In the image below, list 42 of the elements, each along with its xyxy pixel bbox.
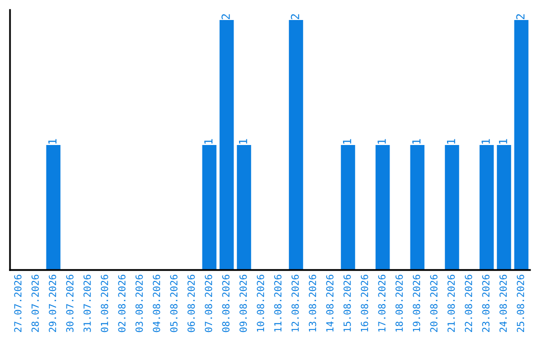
- data-label: 1: [498, 139, 508, 144]
- x-tick-label: 06.08.2026: [187, 274, 195, 332]
- x-tick-label: 01.08.2026: [100, 274, 108, 332]
- data-label: 2: [516, 14, 524, 20]
- x-tick-label: 17.08.2026: [378, 274, 386, 332]
- x-tick-label: 22.08.2026: [464, 274, 472, 332]
- x-tick-label: 24.08.2026: [499, 274, 507, 332]
- data-label: 1: [204, 139, 212, 144]
- x-tick-label: 28.07.2026: [31, 274, 39, 332]
- data-label: 1: [48, 139, 56, 144]
- data-label: 2: [222, 14, 230, 20]
- x-tick-label: 04.08.2026: [152, 274, 160, 332]
- x-tick-label: 07.08.2026: [204, 274, 212, 332]
- x-tick-label: 21.08.2026: [447, 274, 455, 332]
- x-tick-label: 30.07.2026: [66, 274, 74, 332]
- x-tick-label: 12.08.2026: [291, 274, 299, 332]
- data-label: 1: [378, 139, 386, 144]
- x-tick-label: 29.07.2026: [48, 274, 56, 332]
- x-tick-label: 09.08.2026: [239, 274, 247, 332]
- x-tick-label: 15.08.2026: [343, 274, 351, 332]
- data-label: 2: [290, 14, 300, 20]
- x-tick-label: 13.08.2026: [308, 274, 316, 332]
- x-tick-label: 27.07.2026: [14, 274, 22, 332]
- x-tick-label: 02.08.2026: [118, 274, 126, 332]
- x-tick-label: 18.08.2026: [395, 274, 403, 332]
- x-tick-label: 25.08.2026: [516, 274, 524, 332]
- x-tick-label: 11.08.2026: [274, 274, 282, 332]
- x-tick-label: 14.08.2026: [326, 274, 334, 332]
- data-label: 1: [342, 139, 352, 144]
- data-label: 1: [446, 139, 456, 144]
- x-tick-label: 23.08.2026: [482, 274, 490, 332]
- data-label: 1: [412, 139, 420, 144]
- x-tick-label: 03.08.2026: [135, 274, 143, 332]
- x-tick-label: 20.08.2026: [430, 274, 438, 332]
- x-tick-label: 08.08.2026: [222, 274, 230, 332]
- data-label: 1: [238, 139, 248, 144]
- x-tick-label: 19.08.2026: [412, 274, 420, 332]
- x-tick-label: 05.08.2026: [170, 274, 178, 332]
- x-tick-label: 31.07.2026: [83, 274, 91, 332]
- data-label: 1: [482, 139, 490, 144]
- x-tick-label: 10.08.2026: [256, 274, 264, 332]
- x-tick-label: 16.08.2026: [360, 274, 368, 332]
